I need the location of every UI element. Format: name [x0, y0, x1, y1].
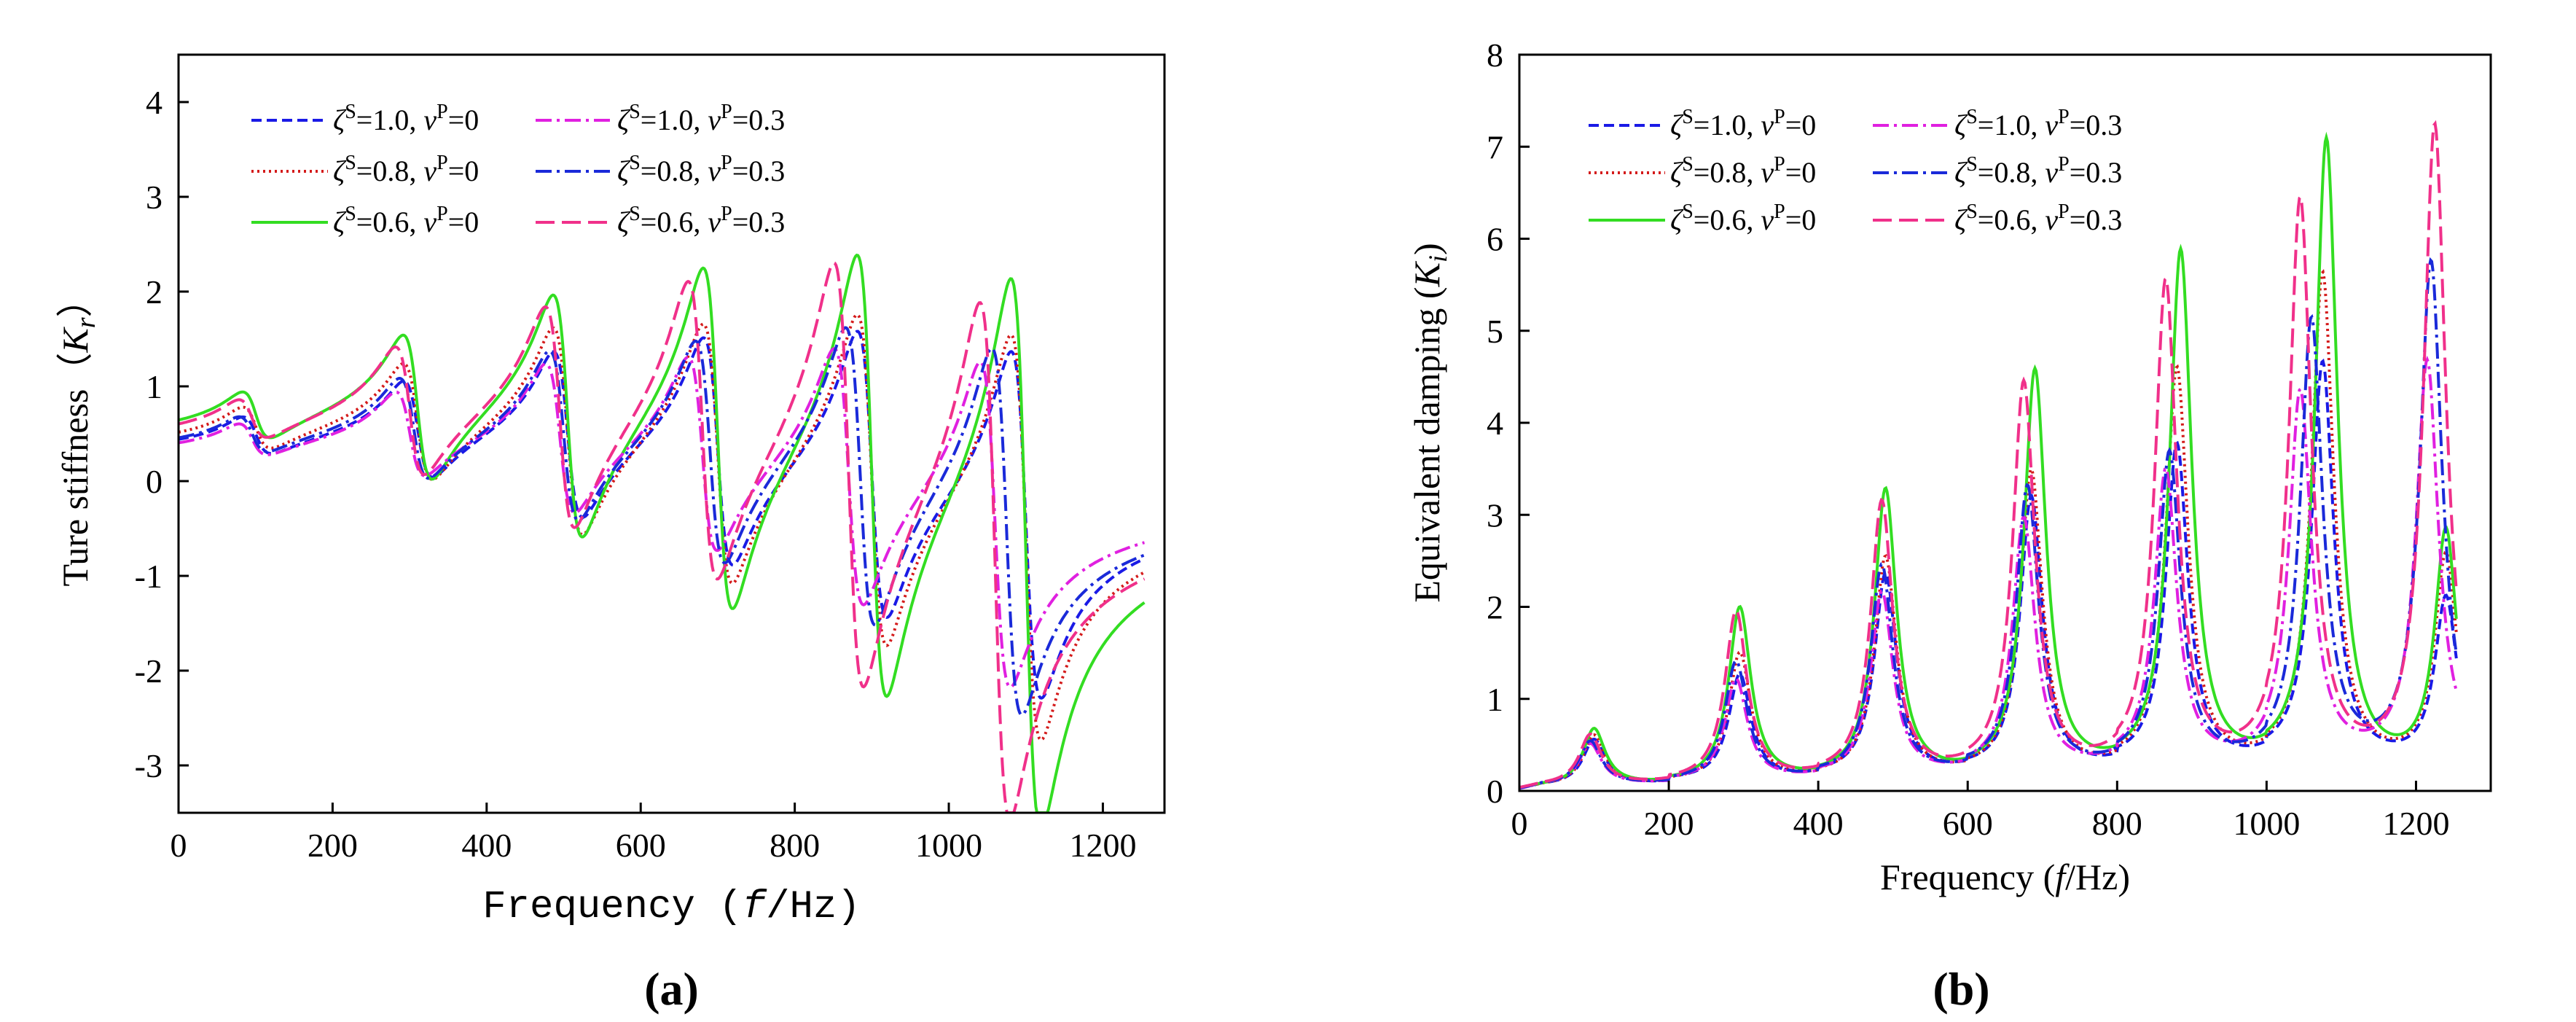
x-tick-label: 600: [1943, 805, 1993, 842]
y-tick-label: 1: [1487, 681, 1503, 718]
x-tick-label: 200: [308, 827, 358, 864]
y-tick-label: 0: [146, 463, 163, 500]
panel-label-b: (b): [1933, 963, 1989, 1015]
legend-label: ζS=1.0, vP=0.3: [1954, 106, 2122, 141]
series-line-a-0: [179, 329, 1146, 700]
panel-b: 0 200 400 600 800 1000 1200 0 1 2 3 4 5 6 7 8 ζS=1.0, v…: [1406, 36, 2492, 1015]
panel-label-a: (a): [644, 963, 699, 1015]
y-tick-label: 3: [146, 179, 163, 216]
y-tick-label: 4: [1487, 405, 1503, 442]
series-line-a-3: [179, 347, 1145, 689]
y-tick-label: 7: [1487, 128, 1503, 165]
x-axis-label-a: Frequency (f/Hz): [482, 885, 861, 929]
x-tick-label: 0: [171, 827, 187, 864]
series-line-a-2: [179, 253, 1146, 813]
axis-ticks-b: 0 200 400 600 800 1000 1200 0 1 2 3 4 5 6 7 8: [1487, 36, 2449, 842]
y-tick-label: 0: [1487, 773, 1503, 810]
x-tick-label: 200: [1644, 805, 1694, 842]
y-tick-label: 1: [146, 368, 163, 405]
y-axis-label-a: Ture stiffness（Kr）: [55, 281, 101, 586]
y-tick-label: -2: [135, 652, 163, 690]
plot-area-a: [177, 53, 1166, 814]
x-tick-label: 400: [1793, 805, 1844, 842]
x-tick-label: 0: [1511, 805, 1528, 842]
legend-a: ζS=1.0, vP=0 ζS=0.8, vP=0 ζS=0.6, vP=0 ζS=1…: [251, 101, 785, 238]
legend-label: ζS=0.6, vP=0.3: [617, 203, 785, 238]
x-tick-label: 1200: [1069, 827, 1136, 864]
y-axis-label-b: Equivalent damping (Ki): [1406, 243, 1452, 602]
y-tick-label: 2: [146, 273, 163, 311]
y-tick-label: -1: [135, 558, 163, 595]
panel-a: 0 200 400 600 800 1000 1200 -3 -2 -1 0 1 2 3 4 ζS=1.0,…: [55, 53, 1166, 1015]
series-lines-a: [179, 253, 1146, 813]
x-tick-label: 800: [770, 827, 820, 864]
x-tick-label: 1000: [915, 827, 982, 864]
x-tick-label: 1200: [2382, 805, 2449, 842]
legend-label: ζS=1.0, vP=0: [333, 101, 479, 136]
x-tick-label: 1000: [2233, 805, 2300, 842]
x-axis-label-b: Frequency (f/Hz): [1880, 857, 2130, 897]
legend-label: ζS=0.8, vP=0: [333, 152, 479, 187]
series-line-a-4: [179, 326, 1146, 717]
legend-label: ζS=0.6, vP=0: [333, 203, 479, 238]
x-tick-label: 600: [616, 827, 666, 864]
series-lines-b: [1519, 120, 2458, 790]
y-tick-label: 5: [1487, 313, 1503, 350]
legend-label: ζS=0.8, vP=0.3: [617, 152, 785, 187]
legend-label: ζS=0.6, vP=0: [1670, 200, 1816, 236]
y-tick-label: 4: [146, 84, 163, 121]
y-tick-label: 8: [1487, 36, 1503, 74]
y-tick-label: 2: [1487, 589, 1503, 626]
x-tick-label: 400: [461, 827, 512, 864]
legend-b: ζS=1.0, vP=0 ζS=0.8, vP=0 ζS=0.6, vP=0 ζS=1…: [1589, 106, 2122, 236]
y-tick-label: 6: [1487, 221, 1503, 258]
legend-label: ζS=1.0, vP=0: [1670, 106, 1816, 141]
axis-ticks-a: 0 200 400 600 800 1000 1200 -3 -2 -1 0 1 2 3 4: [135, 84, 1137, 864]
legend-label: ζS=0.8, vP=0: [1670, 153, 1816, 189]
y-tick-label: -3: [135, 747, 163, 784]
y-tick-label: 3: [1487, 496, 1503, 534]
legend-label: ζS=0.8, vP=0.3: [1954, 153, 2122, 189]
series-line-b-4: [1519, 257, 2458, 790]
series-line-a-5: [179, 261, 1146, 813]
x-tick-label: 800: [2092, 805, 2142, 842]
legend-label: ζS=0.6, vP=0.3: [1954, 200, 2122, 236]
series-line-b-5: [1519, 120, 2458, 789]
legend-label: ζS=1.0, vP=0.3: [617, 101, 785, 136]
